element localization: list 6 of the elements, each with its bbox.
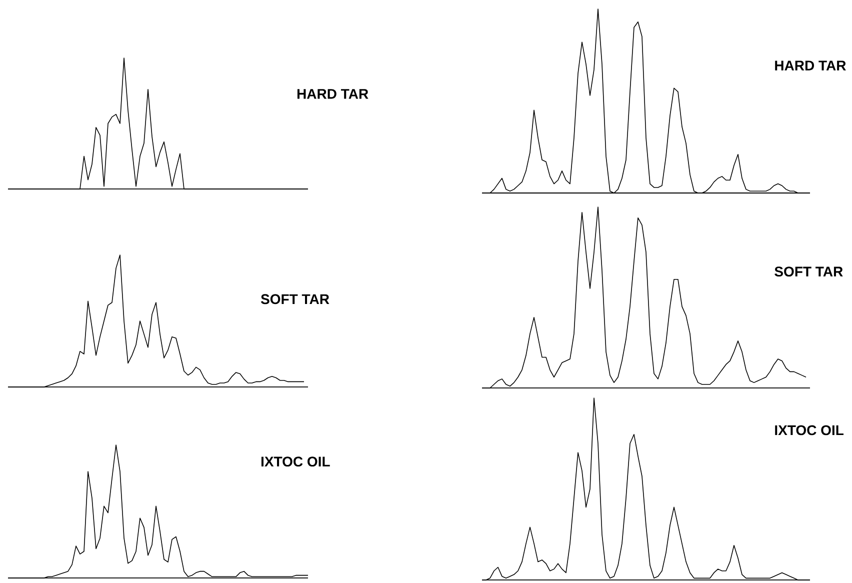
text: SOFT TAR bbox=[260, 294, 330, 304]
text: HARD TAR bbox=[775, 60, 846, 70]
text: IXTOC OIL bbox=[775, 425, 844, 436]
text: HARD TAR bbox=[297, 89, 368, 99]
text: IXTOC OIL bbox=[261, 456, 330, 467]
text: SOFT TAR bbox=[774, 266, 843, 277]
